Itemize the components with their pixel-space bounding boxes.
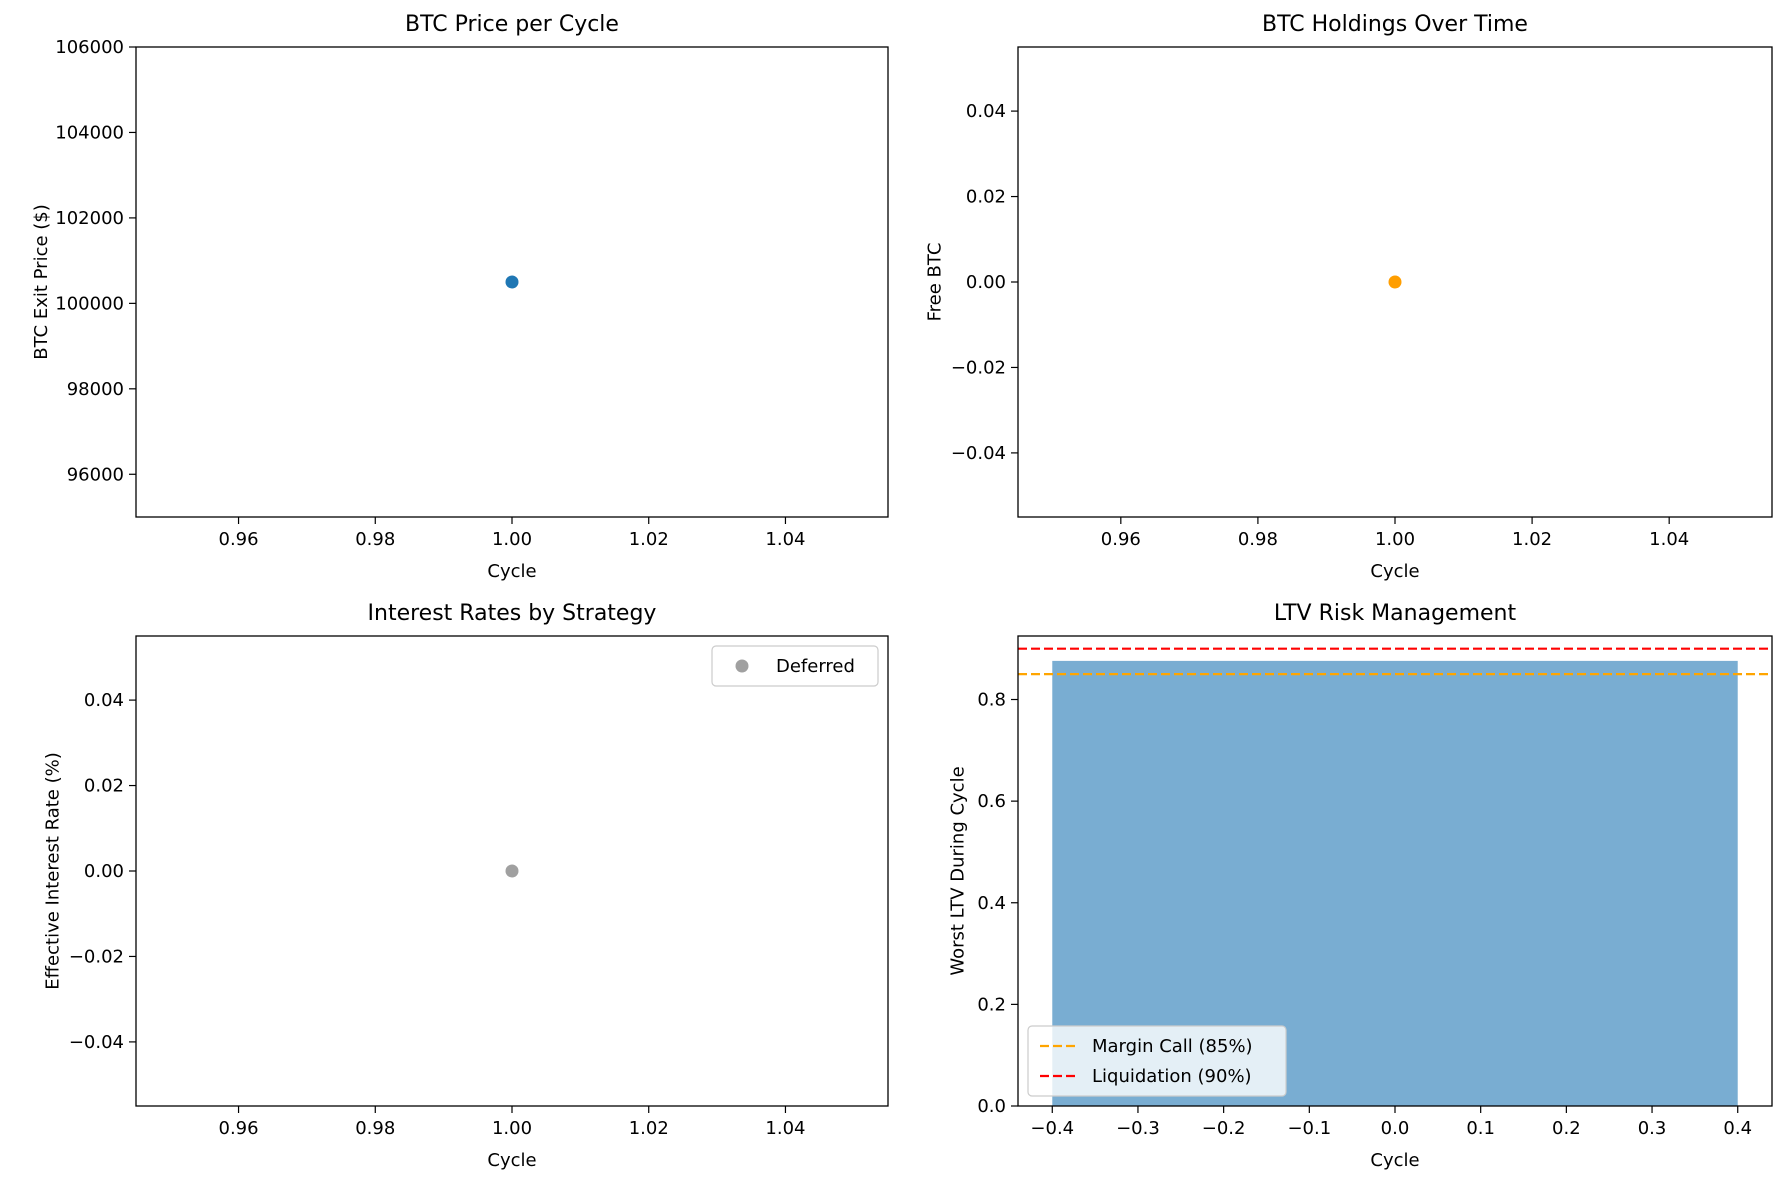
chart-title: Interest Rates by Strategy bbox=[368, 601, 657, 626]
x-tick-label: 1.04 bbox=[765, 529, 805, 550]
x-axis-label: Cycle bbox=[487, 1150, 536, 1171]
data-point-1-1 bbox=[505, 864, 519, 878]
y-tick-label: 0.0 bbox=[977, 1096, 1006, 1117]
x-tick-label: 1.02 bbox=[629, 529, 669, 550]
y-tick-label: 0.00 bbox=[966, 272, 1006, 293]
y-tick-label: 0.00 bbox=[84, 861, 124, 882]
y-tick-label: −0.02 bbox=[951, 357, 1006, 378]
x-tick-label: 1.00 bbox=[1375, 529, 1415, 550]
chart-panel-1: 0.96 0.98 1.00 1.02 1.04 96000 98000 100000 1020… bbox=[31, 12, 889, 582]
x-tick-label: 0.2 bbox=[1552, 1118, 1581, 1139]
x-tick-label: 0.98 bbox=[1238, 529, 1278, 550]
y-axis-label: Free BTC bbox=[925, 243, 946, 322]
x-tick-label: −0.1 bbox=[1287, 1118, 1331, 1139]
y-tick-label: 0.04 bbox=[84, 690, 124, 711]
y-tick-label: 0.4 bbox=[977, 893, 1006, 914]
y-tick-label: 0.8 bbox=[977, 690, 1006, 711]
x-axis-label: Cycle bbox=[487, 561, 536, 582]
chart-panel-3: 0.96 0.98 1.00 1.02 1.04 −0.04 −0.02 0.00 0.02 0.… bbox=[43, 601, 889, 1171]
chart-panel-4: −0.4 −0.3 −0.2 −0.1 0.0 0.1 0.2 0.3 0.4 0.0 0.2 0.4… bbox=[948, 601, 1773, 1171]
legend-box bbox=[1027, 1025, 1287, 1097]
x-tick-label: 1.04 bbox=[765, 1118, 805, 1139]
x-axis-label: Cycle bbox=[1370, 1150, 1419, 1171]
x-tick-label: 0.4 bbox=[1723, 1118, 1752, 1139]
y-axis-label: BTC Exit Price ($) bbox=[31, 204, 52, 360]
x-axis-label: Cycle bbox=[1370, 561, 1419, 582]
legend-label: Liquidation (90%) bbox=[1092, 1066, 1252, 1087]
x-tick-label: −0.2 bbox=[1202, 1118, 1246, 1139]
y-axis-label: Worst LTV During Cycle bbox=[948, 766, 969, 975]
chart-title: LTV Risk Management bbox=[1274, 601, 1517, 626]
legend-swatch bbox=[735, 659, 749, 673]
y-tick-label: 102000 bbox=[55, 208, 124, 229]
y-tick-label: 104000 bbox=[55, 122, 124, 143]
y-tick-label: −0.04 bbox=[951, 443, 1006, 464]
y-tick-label: 0.02 bbox=[84, 776, 124, 797]
y-axis-label: Effective Interest Rate (%) bbox=[43, 752, 64, 989]
legend-label: Deferred bbox=[776, 656, 855, 677]
legend-box bbox=[711, 645, 879, 687]
x-tick-label: 0.96 bbox=[219, 529, 259, 550]
legend: Margin Call (85%) Liquidation (90%) bbox=[1027, 1025, 1287, 1097]
y-tick-label: 0.04 bbox=[966, 101, 1006, 122]
y-tick-label: 0.02 bbox=[966, 187, 1006, 208]
y-tick-label: 0.2 bbox=[977, 994, 1006, 1015]
chart-title: BTC Price per Cycle bbox=[405, 12, 619, 37]
x-tick-label: 0.1 bbox=[1466, 1118, 1495, 1139]
x-tick-label: 0.96 bbox=[1101, 529, 1141, 550]
x-tick-label: 0.98 bbox=[355, 1118, 395, 1139]
legend: Deferred bbox=[711, 645, 879, 687]
y-tick-label: 100000 bbox=[55, 293, 124, 314]
data-point-1-1 bbox=[1388, 275, 1402, 289]
y-tick-label: 106000 bbox=[55, 37, 124, 58]
x-tick-label: 0.98 bbox=[355, 529, 395, 550]
x-tick-label: 1.00 bbox=[492, 1118, 532, 1139]
chart-title: BTC Holdings Over Time bbox=[1262, 12, 1528, 37]
chart-panel-2: 0.96 0.98 1.00 1.02 1.04 −0.04 −0.02 0.00 0.02 0.… bbox=[925, 12, 1773, 582]
x-tick-label: 1.02 bbox=[629, 1118, 669, 1139]
x-tick-label: −0.4 bbox=[1030, 1118, 1074, 1139]
x-tick-label: 1.02 bbox=[1512, 529, 1552, 550]
x-tick-label: 1.04 bbox=[1649, 529, 1689, 550]
y-tick-label: 0.6 bbox=[977, 791, 1006, 812]
x-tick-label: 0.0 bbox=[1381, 1118, 1410, 1139]
y-tick-label: −0.04 bbox=[69, 1032, 124, 1053]
x-tick-label: 0.96 bbox=[219, 1118, 259, 1139]
x-tick-label: 1.00 bbox=[492, 529, 532, 550]
y-tick-label: −0.02 bbox=[69, 946, 124, 967]
x-tick-label: 0.3 bbox=[1638, 1118, 1667, 1139]
y-tick-label: 96000 bbox=[67, 464, 124, 485]
x-tick-label: −0.3 bbox=[1116, 1118, 1160, 1139]
data-point-1-1 bbox=[505, 275, 519, 289]
legend-label: Margin Call (85%) bbox=[1092, 1036, 1253, 1057]
y-tick-label: 98000 bbox=[67, 379, 124, 400]
